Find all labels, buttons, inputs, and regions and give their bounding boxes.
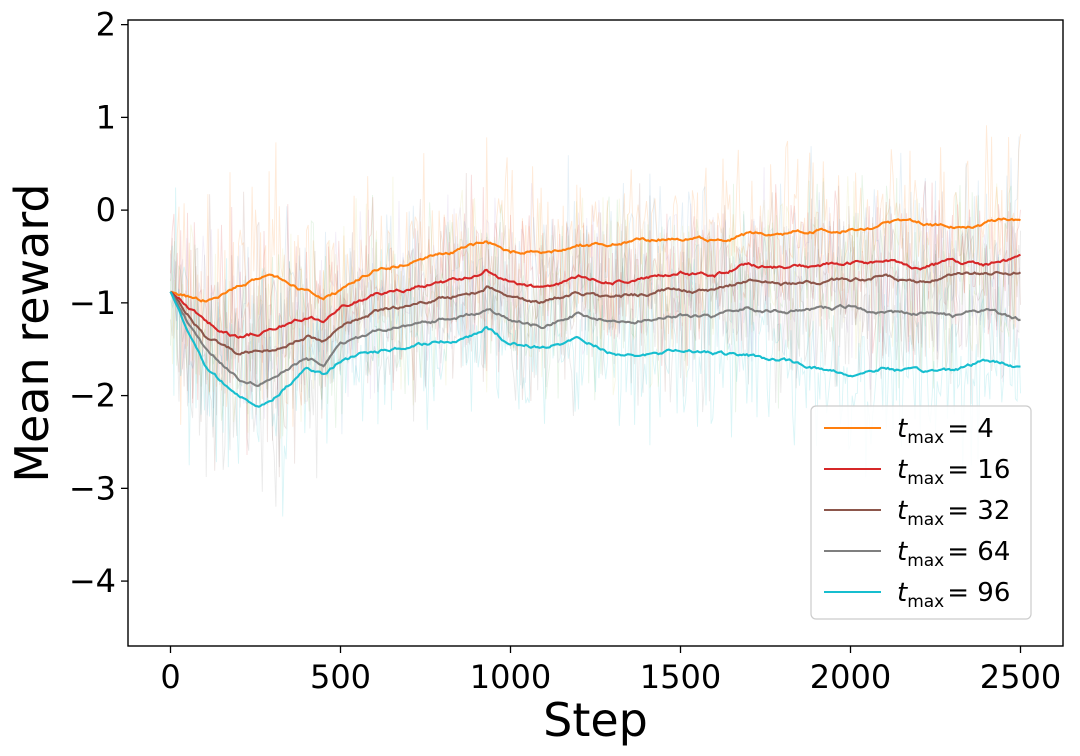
y-tick-label: −2 (69, 377, 116, 415)
legend-label-value: = 96 (947, 578, 1010, 608)
legend-label-base: t (897, 496, 908, 526)
y-axis: 2 1 0 −1 −2 −3 −4 (69, 6, 128, 600)
legend-label-base: t (897, 578, 908, 608)
legend-label-subscript: max (907, 592, 944, 612)
y-tick-label: −1 (69, 284, 116, 322)
legend-label-value: = 32 (947, 496, 1010, 526)
raw-trace-4 (170, 195, 1021, 507)
x-axis: 0 500 1000 1500 2000 2500 (160, 646, 1061, 696)
legend-label-base: t (897, 455, 908, 485)
series-line-5 (169, 291, 1021, 408)
raw-trace-extra-3 (170, 176, 1020, 439)
y-tick-label: 2 (96, 6, 116, 44)
raw-trace-extra-2 (170, 175, 1020, 437)
raw-trace-extra-1 (170, 136, 1020, 435)
series-line-4 (169, 291, 1021, 387)
legend-label-value: = 4 (947, 414, 994, 444)
y-tick-label: 1 (96, 98, 116, 136)
legend-label-value: = 64 (947, 537, 1010, 567)
legend-label-5: tmax = 96 (897, 578, 1010, 612)
smoothed-series-lines (169, 217, 1022, 408)
plot-frame (127, 19, 1064, 647)
raw-trace-1 (170, 125, 1021, 427)
y-tick-label: 0 (96, 191, 116, 229)
legend-label-subscript: max (907, 510, 944, 530)
legend-label-value: = 16 (947, 455, 1010, 485)
x-axis-title: Step (543, 693, 648, 747)
x-tick-label: 500 (310, 658, 371, 696)
series-line-3 (169, 270, 1022, 356)
legend-box (810, 405, 1032, 620)
legend-label-3: tmax = 32 (897, 496, 1010, 530)
x-tick-label: 1500 (640, 658, 721, 696)
series-line-2 (169, 253, 1021, 339)
legend-label-base: t (897, 414, 908, 444)
x-tick-label: 2500 (980, 658, 1061, 696)
series-line-1 (170, 217, 1021, 303)
legend-label-4: tmax = 64 (897, 537, 1010, 571)
legend-label-subscript: max (907, 469, 944, 489)
x-tick-label: 2000 (810, 658, 891, 696)
legend-label-subscript: max (907, 428, 944, 448)
legend-label-2: tmax = 16 (897, 455, 1010, 489)
y-axis-title: Mean reward (5, 183, 59, 482)
raw-trace-5 (170, 187, 1021, 517)
x-tick-label: 0 (160, 658, 180, 696)
y-tick-label: −4 (69, 562, 116, 600)
legend-label-1: tmax = 4 (897, 414, 994, 448)
x-tick-label: 1000 (470, 658, 551, 696)
legend-label-subscript: max (907, 551, 944, 571)
y-tick-label: −3 (69, 469, 116, 507)
legend-label-base: t (897, 537, 908, 567)
